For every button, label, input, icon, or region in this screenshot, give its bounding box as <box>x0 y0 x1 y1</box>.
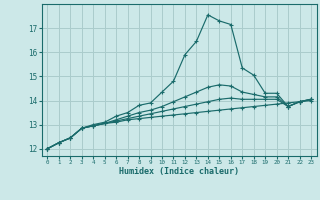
X-axis label: Humidex (Indice chaleur): Humidex (Indice chaleur) <box>119 167 239 176</box>
